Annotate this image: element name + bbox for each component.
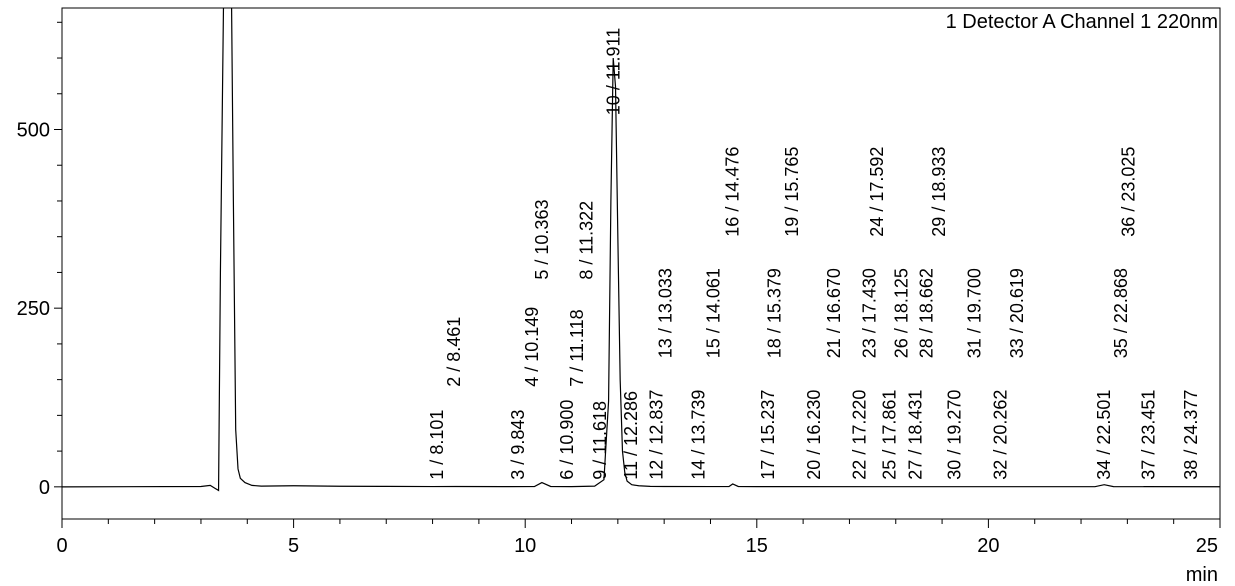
x-tick-label: 10 [514, 535, 536, 557]
peak-label: 14 / 13.739 [688, 390, 708, 480]
peak-label: 28 / 18.662 [916, 268, 936, 358]
peak-labels: 1 / 8.101 2 / 8.461 3 / 9.843 4 / 10.149 5 /… [427, 28, 1201, 480]
y-tick-label: 0 [39, 477, 50, 499]
peak-label: 34 / 22.501 [1094, 390, 1114, 480]
peak-label: 24 / 17.592 [867, 147, 887, 237]
peak-label: 17 / 15.237 [758, 390, 778, 480]
x-tick-label: 25 [1196, 535, 1218, 557]
peak-label: 19 / 15.765 [782, 147, 802, 237]
peak-label: 27 / 18.431 [906, 390, 926, 480]
peak-label: 29 / 18.933 [929, 147, 949, 237]
peak-label: 23 / 17.430 [859, 268, 879, 358]
y-axis: 0 250 500 [17, 21, 62, 499]
peak-label: 35 / 22.868 [1111, 268, 1131, 358]
x-tick-label: 15 [746, 535, 768, 557]
peak-label: 22 / 17.220 [850, 390, 870, 480]
peak-label: 33 / 20.619 [1007, 268, 1027, 358]
chart-title: 1 Detector A Channel 1 220nm [946, 11, 1218, 33]
peak-label: 6 / 10.900 [557, 400, 577, 480]
peak-label: 11 / 12.286 [621, 391, 641, 480]
x-axis: 0 5 10 15 20 25 [56, 519, 1221, 557]
peak-label: 10 / 11.911 [604, 28, 624, 115]
peak-label: 36 / 23.025 [1119, 147, 1139, 237]
x-tick-label: 0 [56, 535, 67, 557]
peak-label: 13 / 13.033 [656, 268, 676, 358]
peak-label: 16 / 14.476 [723, 147, 743, 237]
trace-group [62, 8, 1220, 492]
x-tick-label: 5 [288, 535, 299, 557]
peak-label: 25 / 17.861 [879, 390, 899, 480]
peak-label: 4 / 10.149 [522, 307, 542, 387]
peak-label: 2 / 8.461 [444, 317, 464, 387]
x-axis-label: min [1186, 564, 1218, 586]
peak-label: 15 / 14.061 [703, 268, 723, 358]
peak-label: 32 / 20.262 [991, 390, 1011, 480]
chromatogram-trace [62, 8, 1220, 492]
peak-label: 20 / 16.230 [804, 390, 824, 480]
x-tick-label: 20 [977, 535, 999, 557]
plot-frame [61, 7, 1221, 520]
peak-label: 3 / 9.843 [508, 410, 528, 480]
peak-label: 21 / 16.670 [824, 268, 844, 358]
peak-label: 5 / 10.363 [532, 200, 552, 280]
peak-label: 12 / 12.837 [647, 390, 667, 480]
y-tick-label: 500 [17, 119, 50, 141]
y-tick-label: 250 [17, 298, 50, 320]
peak-label: 9 / 11.618 [590, 401, 610, 480]
peak-label: 8 / 11.322 [576, 201, 596, 280]
peak-label: 31 / 19.700 [965, 268, 985, 358]
peak-label: 30 / 19.270 [945, 390, 965, 480]
peak-label: 1 / 8.101 [427, 410, 447, 480]
peak-label: 26 / 18.125 [892, 268, 912, 358]
peak-label: 7 / 11.118 [567, 309, 587, 386]
peak-label: 18 / 15.379 [764, 268, 784, 358]
peak-label: 38 / 24.377 [1181, 390, 1201, 480]
peak-label: 37 / 23.451 [1138, 390, 1158, 480]
